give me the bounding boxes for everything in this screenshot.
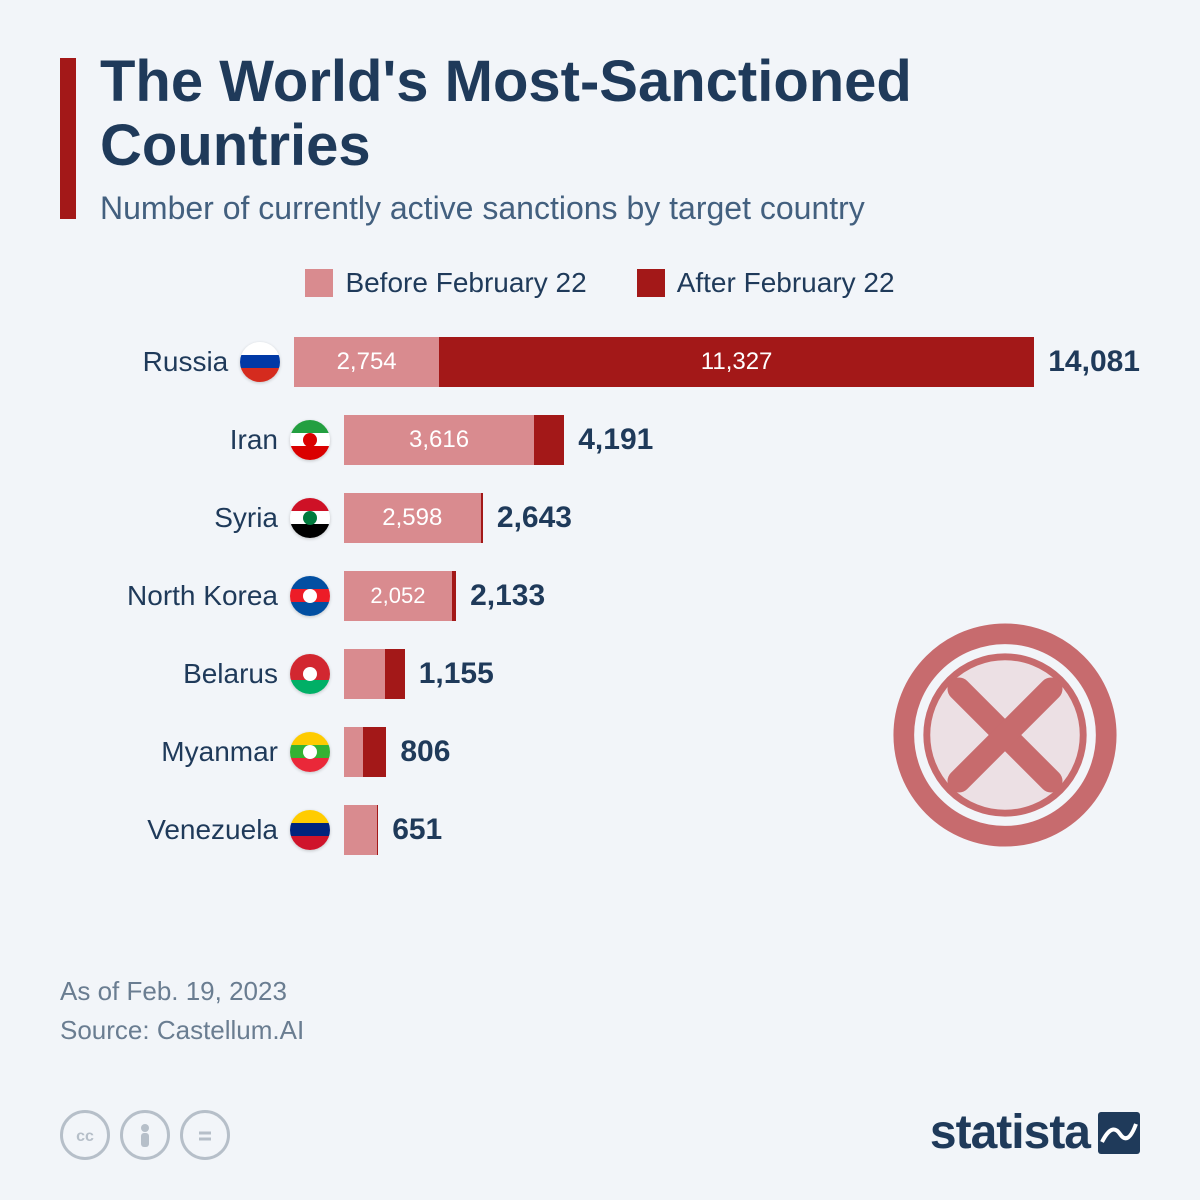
flag-icon: [290, 420, 330, 460]
by-icon: [120, 1110, 170, 1160]
page-title: The World's Most-Sanctioned Countries: [100, 50, 1140, 178]
chart-row: Syria 2,598 2,643: [60, 485, 1140, 551]
bar-total: 651: [392, 813, 442, 847]
brand-wave-icon: [1098, 1112, 1140, 1154]
bar-total: 14,081: [1048, 345, 1140, 379]
flag-icon: [290, 576, 330, 616]
bar-before: 2,754: [294, 337, 439, 387]
bar-after: [481, 493, 483, 543]
bar-after: [534, 415, 564, 465]
legend-before-label: Before February 22: [345, 267, 586, 299]
flag-icon: [290, 654, 330, 694]
legend-after-swatch: [637, 269, 665, 297]
prohibit-icon: [890, 620, 1120, 850]
bar-total: 2,643: [497, 501, 572, 535]
bar-track: 3,616 4,191: [344, 415, 1140, 465]
footer-source: Source: Castellum.AI: [60, 1011, 304, 1050]
legend-after-label: After February 22: [677, 267, 895, 299]
legend-after: After February 22: [637, 267, 895, 299]
country-label: Syria: [60, 502, 290, 534]
bar-track: 2,052 2,133: [344, 571, 1140, 621]
bar-total: 4,191: [578, 423, 653, 457]
brand-text: statista: [930, 1105, 1090, 1160]
flag-icon: [290, 498, 330, 538]
bar-before: [344, 649, 385, 699]
bar-total: 1,155: [419, 657, 494, 691]
country-label: Venezuela: [60, 814, 290, 846]
country-label: Russia: [60, 346, 240, 378]
legend-before: Before February 22: [305, 267, 586, 299]
footer-asof: As of Feb. 19, 2023: [60, 972, 304, 1011]
bar-after: 11,327: [439, 337, 1034, 387]
bar-after: [377, 805, 378, 855]
legend: Before February 22 After February 22: [60, 267, 1140, 299]
footer: As of Feb. 19, 2023 Source: Castellum.AI: [60, 972, 304, 1050]
bar-before: 2,052: [344, 571, 452, 621]
flag-icon: [240, 342, 280, 382]
flag-icon: [290, 810, 330, 850]
flag-icon: [290, 732, 330, 772]
page-subtitle: Number of currently active sanctions by …: [100, 190, 1140, 227]
nd-icon: [180, 1110, 230, 1160]
accent-bar: [60, 58, 76, 219]
license-icons: cc: [60, 1110, 230, 1160]
bar-after: [363, 727, 386, 777]
cc-icon: cc: [60, 1110, 110, 1160]
country-label: Myanmar: [60, 736, 290, 768]
bar-track: 2,75411,327 14,081: [294, 337, 1140, 387]
country-label: Iran: [60, 424, 290, 456]
bar-track: 2,598 2,643: [344, 493, 1140, 543]
bar-total: 2,133: [470, 579, 545, 613]
bar-before: [344, 727, 363, 777]
bar-after: [452, 571, 456, 621]
chart-row: Russia 2,75411,327 14,081: [60, 329, 1140, 395]
bar-before: [344, 805, 377, 855]
brand: statista: [930, 1105, 1140, 1160]
svg-text:cc: cc: [76, 1128, 94, 1145]
legend-before-swatch: [305, 269, 333, 297]
country-label: North Korea: [60, 580, 290, 612]
bar-before: 3,616: [344, 415, 534, 465]
chart-row: North Korea 2,052 2,133: [60, 563, 1140, 629]
country-label: Belarus: [60, 658, 290, 690]
chart-row: Iran 3,616 4,191: [60, 407, 1140, 473]
bar-total: 806: [400, 735, 450, 769]
bar-before: 2,598: [344, 493, 481, 543]
header: The World's Most-Sanctioned Countries Nu…: [60, 50, 1140, 227]
bar-after: [385, 649, 404, 699]
